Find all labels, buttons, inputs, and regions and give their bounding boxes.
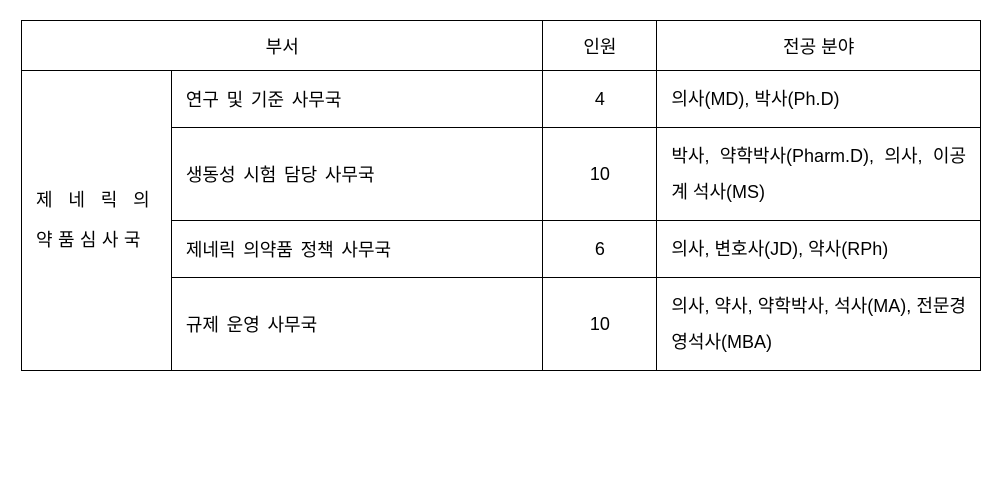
cell-major: 의사(MD), 박사(Ph.D) (657, 71, 981, 128)
cell-count: 6 (543, 221, 657, 278)
cell-count: 10 (543, 128, 657, 221)
cell-dept: 제네릭 의약품 정책 사무국 (171, 221, 543, 278)
cell-category: 제 네 릭 의약품심사국 (22, 71, 172, 371)
cell-major: 의사, 변호사(JD), 약사(RPh) (657, 221, 981, 278)
table-row: 제 네 릭 의약품심사국 연구 및 기준 사무국 4 의사(MD), 박사(Ph… (22, 71, 981, 128)
cell-count: 10 (543, 278, 657, 371)
cell-major: 의사, 약사, 약학박사, 석사(MA), 전문경영석사(MBA) (657, 278, 981, 371)
cell-dept: 연구 및 기준 사무국 (171, 71, 543, 128)
cell-dept: 규제 운영 사무국 (171, 278, 543, 371)
data-table: 부서 인원 전공 분야 제 네 릭 의약품심사국 연구 및 기준 사무국 4 의… (21, 20, 981, 371)
cell-count: 4 (543, 71, 657, 128)
header-row: 부서 인원 전공 분야 (22, 21, 981, 71)
cell-dept: 생동성 시험 담당 사무국 (171, 128, 543, 221)
cell-major: 박사, 약학박사(Pharm.D), 의사, 이공계 석사(MS) (657, 128, 981, 221)
header-count: 인원 (543, 21, 657, 71)
header-dept: 부서 (22, 21, 543, 71)
header-major: 전공 분야 (657, 21, 981, 71)
